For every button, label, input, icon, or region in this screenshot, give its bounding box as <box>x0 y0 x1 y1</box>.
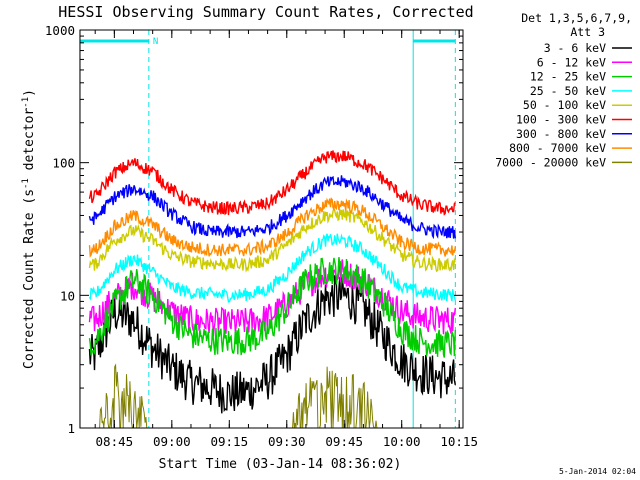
x-tick-label: 09:00 <box>153 434 191 449</box>
night-label: N <box>153 37 158 47</box>
legend-label-9: 7000 - 20000 keV <box>495 155 606 169</box>
series-line-8 <box>88 197 456 258</box>
legend-label-7: 300 - 800 keV <box>516 127 606 141</box>
series-line-4 <box>88 233 456 303</box>
y-label-sup2: -1 <box>21 97 31 108</box>
legend-header-line2: Att 3 <box>570 25 605 39</box>
legend-label-1: 3 - 6 keV <box>544 41 606 55</box>
y-label-end: ) <box>22 89 37 97</box>
x-tick-label: 10:00 <box>383 434 421 449</box>
legend-label-2: 6 - 12 keV <box>537 55 606 69</box>
x-tick-label: 10:15 <box>440 434 478 449</box>
series-line-5 <box>88 206 456 273</box>
legend-label-8: 800 - 7000 keV <box>509 141 606 155</box>
plot-frame <box>79 29 464 429</box>
y-label-mid: detector <box>22 108 37 179</box>
x-tick-label: 09:15 <box>210 434 248 449</box>
legend-label-4: 25 - 50 keV <box>530 84 606 98</box>
x-axis-label: Start Time (03-Jan-14 08:36:02) <box>159 457 402 472</box>
x-tick-label: 09:30 <box>268 434 306 449</box>
legend-header-line1: Det 1,3,5,6,7,9, <box>521 11 632 25</box>
legend-label-3: 12 - 25 keV <box>530 70 606 84</box>
series-line-3 <box>88 257 456 358</box>
series-line-6 <box>88 150 456 216</box>
y-label-sup1: -1 <box>21 178 31 189</box>
x-tick-label: 08:45 <box>96 434 134 449</box>
series-line-7 <box>88 175 456 240</box>
chart-title: HESSI Observing Summary Count Rates, Cor… <box>58 3 473 21</box>
y-axis-label: Corrected Count Rate (s-1 detector-1) <box>21 89 37 369</box>
series-lines <box>88 150 456 429</box>
y-tick-label: 10 <box>60 288 75 303</box>
legend-label-5: 50 - 100 keV <box>523 98 606 112</box>
y-tick-label: 100 <box>52 156 75 171</box>
axes: 08:45 09:00 09:15 09:30 09:45 10:00 10:15 1 10 10… <box>45 23 478 449</box>
x-tick-label: 09:45 <box>325 434 363 449</box>
series-line-1 <box>88 274 456 414</box>
y-label-main: Corrected Count Rate (s <box>22 189 37 369</box>
y-tick-label: 1 <box>67 421 75 436</box>
y-tick-label: 1000 <box>45 23 75 38</box>
legend-label-6: 100 - 300 keV <box>516 113 606 127</box>
footer-date: 5-Jan-2014 02:04 <box>559 467 636 476</box>
